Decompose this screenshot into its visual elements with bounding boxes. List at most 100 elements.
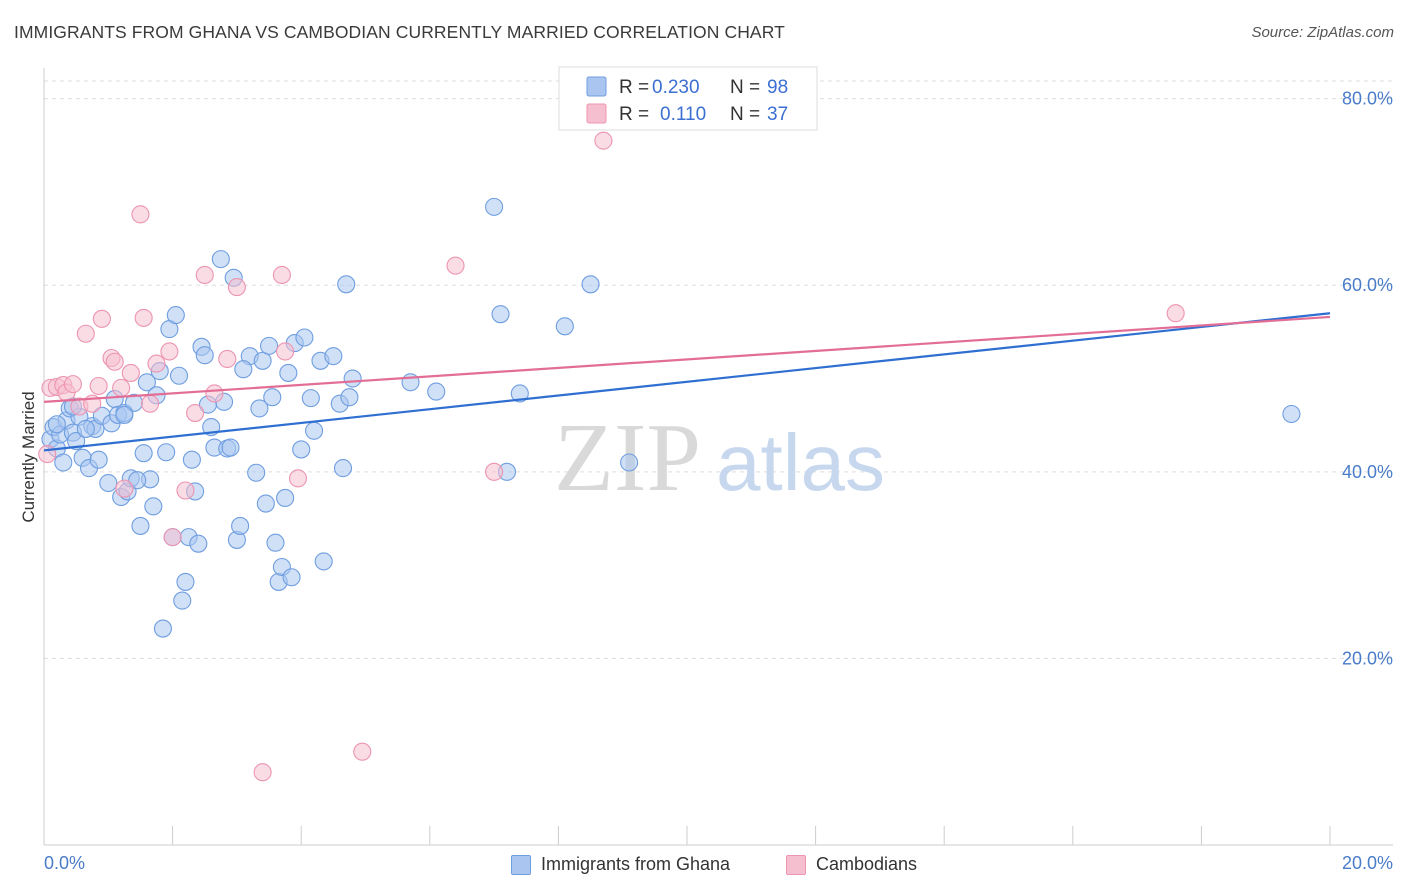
legend-r-value-ghana: 0.230 [652,77,700,98]
y-tick-label: 80.0% [1342,89,1393,109]
ghana-point [295,328,314,347]
ghana-point [128,471,147,490]
legend-n-label-ghana: N = [730,77,760,98]
cambodian-point [594,131,613,150]
ghana-point [76,419,95,438]
y-tick-label: 40.0% [1342,462,1393,482]
cambodian-point [288,469,308,488]
ghana-point [256,494,275,513]
ghana-point [47,415,66,434]
ghana-point [253,351,272,370]
cambodian-point [176,481,195,500]
chart-title: IMMIGRANTS FROM GHANA VS CAMBODIAN CURRE… [14,22,785,42]
ghana-point [247,463,266,482]
ghana-point [266,533,285,552]
ghana-point [510,384,529,403]
ghana-point [195,346,214,365]
legend-r-label-ghana: R = [619,77,649,98]
cambodian-point [131,205,150,224]
cambodian-point [485,462,504,481]
stats-legend: R = 0.230 N = 98 R = 0.110 N = 37 [558,66,818,131]
ghana-point [314,552,333,571]
cambodian-point [105,352,124,371]
watermark-atlas: atlas [716,418,885,507]
cambodian-point [163,528,182,547]
ghana-point [263,388,282,407]
ghana-point [485,197,504,216]
cambodian-point [38,445,57,464]
cambodian-point [195,265,214,285]
y-axis-label: Currently Married [19,391,38,522]
ghana-point [259,336,279,355]
ghana-point [305,421,324,440]
cambodian-point [353,742,372,761]
cambodian-point [115,479,134,498]
ghana-point [134,444,153,463]
ghana-point [137,373,156,392]
cambodian-point [134,308,153,327]
ghana-point [491,305,510,324]
ghana-point [250,399,269,418]
axes [43,68,1393,846]
ghana-point [173,591,192,610]
legend-swatch-ghana-bottom [511,855,531,875]
ghana-point [282,568,301,587]
ghana-point [176,572,195,591]
cambodian-point [205,384,224,403]
ghana-point [581,275,600,294]
ghana-point [115,405,134,424]
ghana-point [157,443,176,462]
cambodian-point [141,394,160,413]
cambodian-point [92,309,111,328]
cambodian-point [89,376,108,396]
ghana-point [337,275,356,294]
cambodian-point [253,763,272,782]
ghana-point [153,619,173,638]
ghana-point [343,369,362,388]
legend-r-label-cambodians: R = [619,104,649,125]
cambodian-point [186,404,205,423]
ghana-point [340,388,359,407]
ghana-point [276,488,295,508]
x-tick-label: 0.0% [44,853,85,873]
ghana-point [555,317,574,336]
y-tick-label: 20.0% [1342,648,1393,668]
legend-swatch-cambodians-bottom [786,855,806,875]
cambodian-point [218,349,237,368]
ghana-point [234,360,253,379]
legend-label-cambodians: Cambodians [816,854,918,874]
ghana-point [67,431,86,451]
series-ghana-points [41,197,1301,638]
cambodian-point [446,256,465,275]
cambodian-point [112,378,131,397]
x-tick-label: 20.0% [1342,853,1393,873]
cambodian-point [147,354,166,373]
cambodian-point [160,342,179,361]
ghana-point [427,382,446,401]
series-cambodians-points [38,131,1185,782]
cambodian-point [1166,304,1185,323]
ghana-point [54,453,73,472]
ghana-point [324,347,343,366]
ghana-point [189,534,208,553]
legend-n-value-ghana: 98 [767,77,788,98]
legend-n-value-cambodians: 37 [767,104,788,125]
legend-swatch-ghana [586,76,607,97]
cambodian-point [276,342,295,361]
ghana-point [211,250,230,269]
ghana-point [301,389,320,408]
trend-lines [43,312,1331,452]
y-tick-label: 60.0% [1342,275,1393,295]
series-legend: Immigrants from Ghana Cambodians [0,850,1406,880]
ghana-point [144,497,163,516]
cambodian-point [76,324,95,343]
legend-label-ghana: Immigrants from Ghana [541,854,731,874]
source-credit: Source: ZipAtlas.com [1251,24,1394,41]
ghana-point [221,438,240,457]
trend-line-cambodians [43,315,1331,403]
ghana-point [131,516,150,535]
ghana-point [89,450,108,469]
x-tick-labels: 0.0% 20.0% [44,853,1393,873]
y-tick-labels: 80.0% 60.0% 40.0% 20.0% [1342,89,1393,669]
